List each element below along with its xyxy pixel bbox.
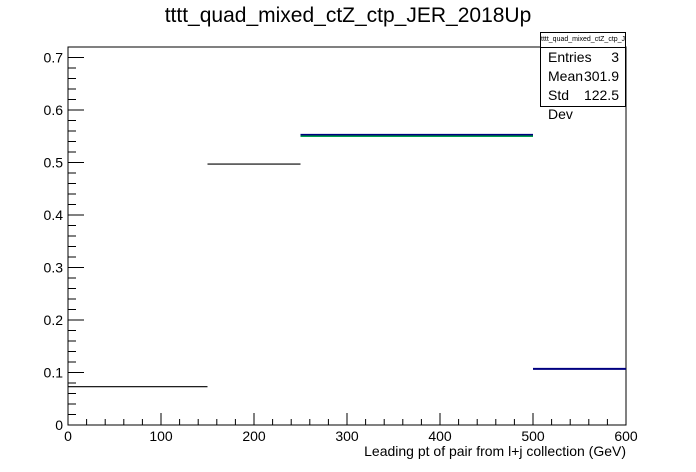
- x-tick-label: 300: [335, 428, 359, 444]
- y-tick-label: 0.7: [44, 50, 64, 66]
- stats-value: 301.9: [583, 68, 619, 84]
- y-tick-label: 0.5: [44, 155, 64, 171]
- stats-row-std-dev: Std Dev 122.5: [541, 86, 625, 122]
- y-tick-label: 0.6: [44, 102, 64, 118]
- stats-value: 122.5: [583, 87, 619, 103]
- stats-box: tttt_quad_mixed_ctZ_ctp_JER_2018Up Entri…: [540, 32, 626, 122]
- x-tick-label: 400: [428, 428, 452, 444]
- y-tick-label: 0.4: [44, 207, 64, 223]
- stats-label: Mean: [548, 68, 584, 84]
- stats-box-title: tttt_quad_mixed_ctZ_ctp_JER_2018Up: [541, 33, 625, 48]
- stats-label: Std Dev: [548, 87, 573, 122]
- stats-label: Entries: [548, 49, 592, 65]
- histogram-bins: [68, 133, 626, 388]
- chart-title: tttt_quad_mixed_ctZ_ctp_JER_2018Up: [165, 4, 532, 27]
- x-tick-label: 100: [149, 428, 173, 444]
- x-tick-label: 0: [64, 428, 72, 444]
- x-axis-label: Leading pt of pair from l+j collection (…: [364, 443, 626, 459]
- y-tick-label: 0.2: [44, 312, 64, 328]
- x-tick-label: 500: [521, 428, 545, 444]
- y-tick-label: 0.3: [44, 260, 64, 276]
- y-tick-label: 0: [55, 417, 63, 433]
- stats-value: 3: [611, 49, 619, 65]
- y-tick-label: 0.1: [44, 365, 64, 381]
- stats-row-entries: Entries 3: [541, 48, 625, 67]
- stats-row-mean: Mean 301.9: [541, 67, 625, 86]
- x-tick-label: 600: [614, 428, 638, 444]
- x-tick-label: 200: [242, 428, 266, 444]
- axes: 0 100 200 300 400 500 600 0 0.1 0.2 0.3 0.4 0.5 0.6 0.…: [44, 46, 638, 444]
